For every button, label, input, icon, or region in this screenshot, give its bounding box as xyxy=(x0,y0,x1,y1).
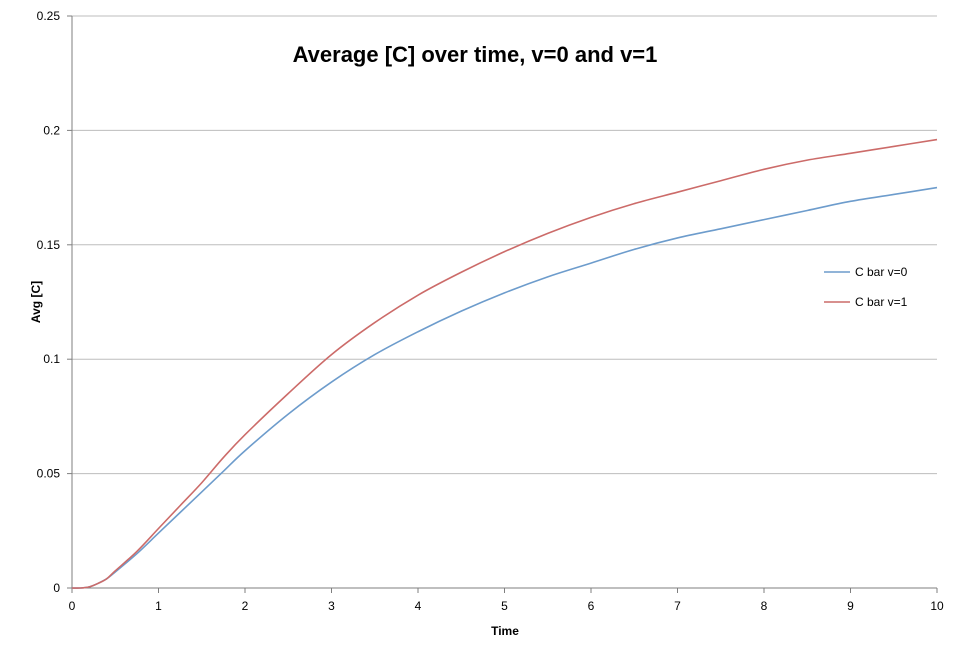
legend: C bar v=0 C bar v=1 xyxy=(824,265,908,309)
y-tick-label: 0.2 xyxy=(43,123,60,137)
x-tick-label: 3 xyxy=(328,599,335,613)
y-tick-label: 0.15 xyxy=(37,238,61,252)
gridlines xyxy=(72,15,937,475)
legend-label-v0: C bar v=0 xyxy=(855,265,908,279)
series-line-v0 xyxy=(71,186,938,589)
chart-title: Average [C] over time, v=0 and v=1 xyxy=(293,42,658,67)
x-axis-title: Time xyxy=(491,624,519,638)
x-tick-label: 7 xyxy=(674,599,681,613)
legend-label-v1: C bar v=1 xyxy=(855,295,908,309)
y-tick-label: 0.25 xyxy=(37,9,61,23)
y-tick-label: 0.05 xyxy=(37,467,61,481)
x-tick-label: 9 xyxy=(847,599,854,613)
series-line-v1 xyxy=(71,138,938,589)
x-tick-label: 2 xyxy=(242,599,249,613)
y-tick-label: 0.1 xyxy=(43,352,60,366)
x-tick-label: 8 xyxy=(761,599,768,613)
x-tick-label: 6 xyxy=(588,599,595,613)
x-tick-label: 0 xyxy=(69,599,76,613)
tick-labels: 0 0.05 0.1 0.15 0.2 0.25 0 1 2 3 4 5 6 7 8 9 10 xyxy=(37,9,944,613)
series-lines xyxy=(71,138,938,589)
x-tick-label: 1 xyxy=(155,599,162,613)
y-tick-label: 0 xyxy=(53,581,60,595)
x-tick-label: 5 xyxy=(501,599,508,613)
y-axis-title: Avg [C] xyxy=(29,281,43,323)
x-tick-label: 4 xyxy=(415,599,422,613)
x-tick-label: 10 xyxy=(930,599,944,613)
axes xyxy=(67,15,938,593)
